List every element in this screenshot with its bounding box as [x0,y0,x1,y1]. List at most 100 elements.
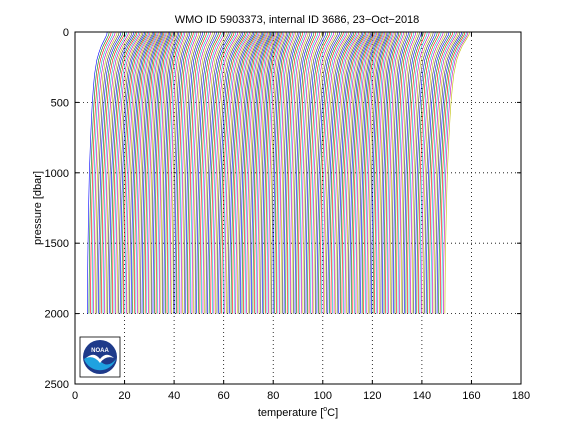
profile-line [191,31,211,314]
profile-line [152,31,171,314]
profile-line [202,31,225,314]
profile-line [216,31,242,314]
profile-line [138,31,160,314]
profile-line [439,31,466,314]
profile-line [252,31,273,314]
profile-line [288,31,305,314]
profile-line [110,31,136,314]
profile-line [391,31,408,314]
profile-line [177,31,194,314]
profile-line [333,31,360,314]
profile-line [407,31,426,314]
profile-line [444,31,470,314]
profile-line [149,31,168,314]
profile-line [183,31,202,314]
profile-line [263,31,281,314]
x-tick-label: 120 [363,390,381,402]
profile-line [343,31,368,314]
profile-line [336,31,363,314]
profile-line [436,31,462,314]
x-axis-ticks: 0 20 40 60 80 100 120 140 160 180 [72,32,530,402]
profile-line [403,31,422,314]
profile-line [210,31,235,314]
profile-line [290,31,307,314]
profile-line [286,31,304,314]
profile-line [438,31,464,314]
y-tick-label: 2000 [45,309,69,321]
profile-line [441,31,467,314]
profile-line [99,31,124,314]
profile-line [364,31,384,314]
profile-line [346,31,371,314]
profile-line [371,31,389,314]
profile-line [360,31,381,314]
profile-line [157,31,174,314]
profile-line [154,31,172,314]
profile-line [186,31,205,314]
profile-line [307,31,329,314]
profile-line [236,31,261,314]
profile-line [372,31,390,314]
profile-line [115,31,141,314]
x-tick-label: 0 [72,390,78,402]
profile-line [329,31,355,314]
profile-line [96,31,120,314]
profile-line [355,31,378,314]
profile-line [235,31,260,314]
profile-line [291,31,309,314]
x-tick-label: 40 [168,390,180,402]
profile-line [158,31,176,314]
profile-line [304,31,325,314]
profile-line [165,31,181,314]
profile-line [344,31,369,314]
profile-line [224,31,250,314]
profile-line [121,31,147,314]
profile-line [294,31,313,314]
x-tick-label: 60 [218,390,230,402]
profile-line [169,31,186,314]
profile-line [310,31,333,314]
profile-line [219,31,246,314]
logo-text: NOAA [91,348,109,354]
profile-line [104,31,129,314]
profile-line [240,31,264,314]
profile-line [244,31,267,314]
profile-line [146,31,166,314]
y-tick-label: 2500 [45,379,69,391]
x-axis-label: temperature [oC] [258,406,338,419]
profile-line [255,31,275,314]
profile-line [421,31,444,314]
profile-line [375,31,393,314]
profile-line [229,31,255,314]
profile-line [330,31,356,314]
profile-line [257,31,276,314]
profile-line [366,31,385,314]
profile-line [352,31,375,314]
profile-line [246,31,268,314]
profile-line [357,31,379,314]
profile-line [188,31,207,314]
profile-line [428,31,454,314]
profile-line [410,31,430,314]
profile-line [282,31,298,314]
profile-line [180,31,198,314]
profile-line [266,31,284,314]
profile-lines [87,31,470,314]
profile-line [418,31,440,314]
profile-line [430,31,455,314]
profile-line [402,31,420,314]
profile-line [433,31,459,314]
profile-line [425,31,450,314]
profile-line [194,31,215,314]
profile-line [332,31,358,314]
profile-line [185,31,203,314]
profile-line [249,31,271,314]
profile-line [389,31,406,314]
profile-line [182,31,200,314]
profile-line [382,31,398,314]
profile-line [380,31,397,314]
profile-line [108,31,135,314]
profile-line [405,31,424,314]
profile-line [327,31,353,314]
profile-line [388,31,404,314]
